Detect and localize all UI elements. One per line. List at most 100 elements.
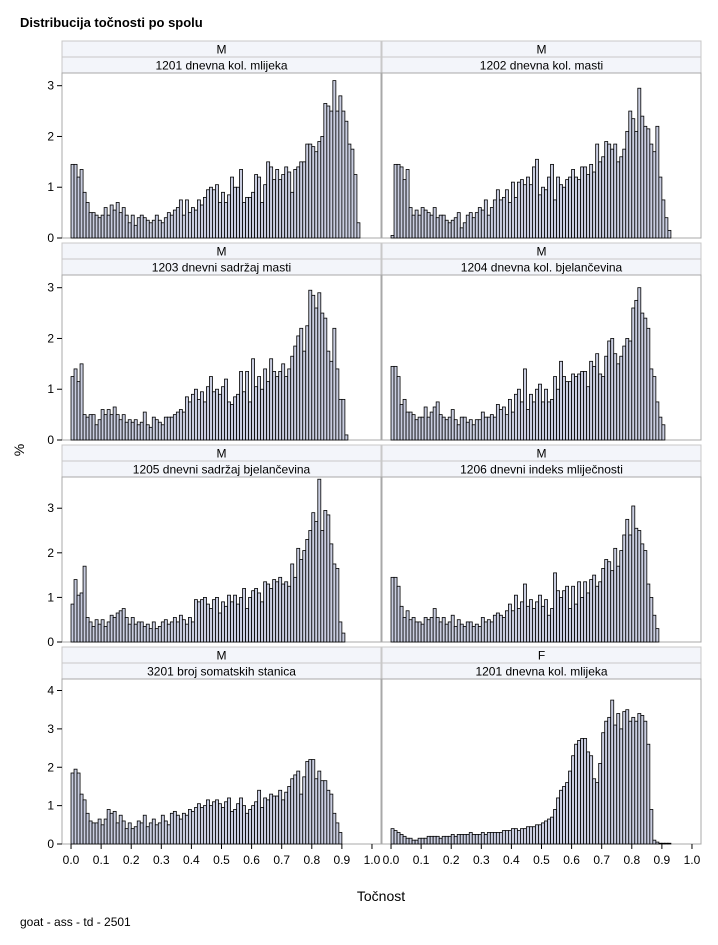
histogram-bar: [586, 751, 591, 845]
histogram-bar: [106, 809, 111, 845]
histogram-bar: [468, 621, 473, 643]
histogram-bar: [233, 809, 237, 845]
histogram-bar: [94, 424, 99, 441]
histogram-bar: [221, 191, 225, 239]
histogram-bar: [643, 317, 648, 441]
histogram-bar: [245, 371, 249, 441]
histogram-bar: [166, 212, 171, 239]
histogram-bar: [535, 601, 539, 643]
histogram-bar: [402, 835, 407, 845]
histogram-bar: [396, 163, 401, 239]
histogram-bar: [408, 411, 413, 441]
histogram-bar: [302, 161, 307, 239]
histogram-bar: [501, 617, 506, 643]
y-tick-label: 1: [47, 180, 54, 194]
histogram-bar: [172, 414, 177, 441]
x-tick-label: 0.8: [303, 853, 320, 867]
histogram-bar: [420, 207, 425, 239]
histogram-bar: [290, 355, 295, 441]
histogram-bar: [447, 835, 452, 845]
histogram-bar: [426, 416, 431, 441]
histogram-bar: [139, 214, 144, 239]
histogram-bar: [547, 401, 551, 441]
histogram-bar: [501, 196, 506, 239]
histogram-bar: [142, 411, 147, 441]
histogram-bar: [85, 617, 90, 643]
histogram-bar: [175, 411, 180, 441]
histogram-bar: [181, 411, 186, 441]
histogram-bar: [616, 161, 621, 239]
histogram-bar: [547, 614, 551, 643]
histogram-bar: [477, 625, 482, 643]
histogram-bar: [335, 568, 340, 643]
histogram-bar: [613, 143, 618, 239]
histogram-bar: [580, 371, 585, 441]
histogram-bar: [435, 617, 440, 643]
y-tick-label: 0: [47, 635, 54, 649]
histogram-bar: [230, 810, 234, 845]
histogram-bar: [157, 421, 162, 441]
histogram-bar: [613, 547, 618, 643]
histogram-bar: [592, 171, 597, 239]
histogram-bar: [480, 832, 485, 845]
histogram-bar: [121, 820, 126, 845]
x-tick-label: 0.0: [383, 853, 400, 867]
histogram-bar: [181, 619, 186, 643]
histogram-bar: [91, 414, 96, 441]
histogram-bar: [504, 830, 509, 845]
histogram-bar: [251, 358, 255, 441]
histogram-bar: [658, 176, 663, 239]
histogram-bar: [538, 383, 542, 441]
histogram-bar: [284, 791, 289, 845]
strip-trait-label: 1204 dnevna kol. bjelančevina: [461, 261, 623, 275]
histogram-bar: [350, 148, 355, 239]
histogram-bar: [471, 217, 476, 239]
histogram-bar: [281, 174, 286, 239]
histogram-bar: [405, 837, 410, 845]
histogram-bar: [507, 830, 512, 845]
histogram-bar: [278, 576, 283, 643]
x-tick-label: 0.7: [273, 853, 290, 867]
histogram-bar: [631, 118, 636, 239]
histogram-bar: [248, 597, 252, 643]
histogram-bar: [106, 621, 111, 643]
histogram-bar: [112, 406, 117, 441]
histogram-bar: [483, 416, 488, 441]
histogram-bar: [526, 605, 530, 643]
histogram-bar: [73, 368, 78, 441]
panel-2: M 1202 dnevna kol. masti: [381, 40, 702, 239]
histogram-bar: [568, 608, 572, 643]
histogram-bar: [477, 419, 482, 441]
histogram-bar: [323, 103, 328, 239]
histogram-bar: [184, 199, 189, 239]
histogram-bar: [221, 386, 225, 441]
histogram-bar: [465, 421, 470, 441]
histogram-bar: [390, 828, 395, 845]
histogram-bar: [215, 388, 219, 441]
histogram-bar: [124, 214, 129, 239]
histogram-bar: [187, 617, 192, 643]
histogram-bar: [118, 814, 123, 845]
histogram-bar: [248, 401, 252, 441]
histogram-bar: [562, 186, 566, 239]
histogram-bar: [320, 312, 325, 441]
histogram-bar: [230, 176, 234, 239]
histogram-bar: [399, 834, 404, 845]
histogram-bar: [311, 512, 316, 643]
histogram-bar: [604, 355, 609, 441]
histogram-bar: [178, 409, 183, 441]
histogram-bar: [227, 401, 231, 441]
histogram-bar: [426, 619, 431, 643]
histogram-bar: [169, 621, 174, 643]
histogram-bar: [661, 199, 666, 239]
histogram-bar: [486, 416, 491, 441]
histogram-bar: [227, 797, 231, 845]
histogram-bar: [263, 368, 268, 441]
histogram-bar: [495, 612, 500, 643]
histogram-bar: [514, 594, 518, 643]
histogram-bar: [405, 169, 410, 239]
histogram-bar: [595, 782, 600, 845]
histogram-bar: [160, 814, 165, 845]
histogram-bar: [308, 530, 313, 643]
strip-trait-label: 3201 broj somatskih stanica: [147, 665, 296, 679]
